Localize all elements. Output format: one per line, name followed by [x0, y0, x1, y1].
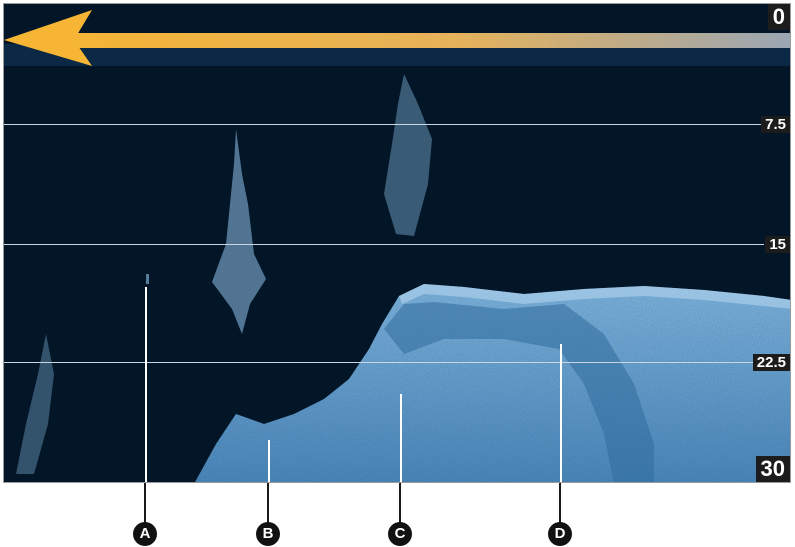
surface-clutter [4, 44, 790, 66]
callout-marker-a: A [133, 522, 157, 546]
depth-label-30: 30 [755, 456, 790, 482]
depth-label-0: 0 [767, 4, 790, 30]
callout-line-d [560, 344, 562, 482]
depth-label-15: 15 [765, 236, 790, 253]
callout-marker-c: C [388, 522, 412, 546]
depth-line-22-5 [4, 362, 764, 363]
sonar-image [4, 10, 790, 482]
callout-marker-d: D [548, 522, 572, 546]
depth-line-7-5 [4, 124, 764, 125]
callout-leader-d [559, 483, 561, 523]
callout-line-a [145, 287, 147, 482]
arrow-left-icon [4, 10, 790, 66]
depth-line-15 [4, 244, 764, 245]
suspended-targets [16, 74, 432, 474]
callout-leader-b [267, 483, 269, 523]
callout-marker-b: B [256, 522, 280, 546]
callout-line-b [268, 440, 270, 482]
sonar-screen: 0 7.5 15 22.5 30 [3, 3, 791, 483]
callout-leader-a [144, 483, 146, 523]
callout-line-c [400, 394, 402, 482]
depth-label-22-5: 22.5 [752, 354, 790, 371]
callout-leader-c [399, 483, 401, 523]
depth-label-7-5: 7.5 [761, 116, 790, 133]
dense-structure [384, 302, 654, 482]
